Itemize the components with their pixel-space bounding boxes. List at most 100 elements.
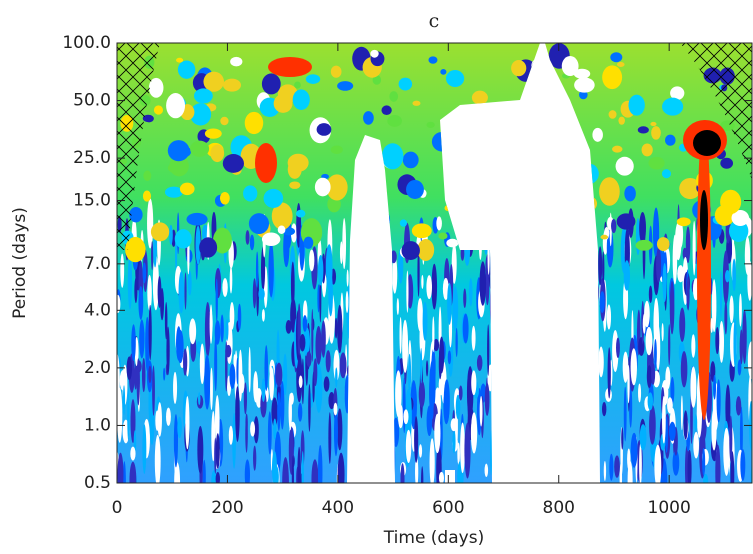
power-texture: [739, 406, 743, 462]
power-texture: [362, 211, 367, 242]
power-texture: [222, 78, 241, 92]
power-texture: [303, 327, 310, 357]
power-texture: [260, 391, 267, 418]
power-texture: [520, 436, 523, 483]
power-texture: [639, 212, 646, 244]
power-texture: [539, 404, 546, 458]
power-texture: [539, 164, 547, 173]
power-texture: [371, 208, 391, 232]
power-texture: [330, 65, 342, 78]
power-texture: [611, 218, 617, 234]
power-texture: [556, 222, 569, 240]
power-texture: [301, 358, 305, 405]
power-texture: [648, 156, 665, 170]
power-texture: [729, 415, 733, 463]
power-texture: [364, 166, 377, 179]
power-texture: [417, 297, 423, 332]
power-texture: [667, 397, 673, 414]
power-texture: [261, 246, 266, 291]
power-texture: [127, 254, 133, 310]
power-texture: [683, 410, 688, 440]
power-texture: [120, 253, 125, 288]
power-texture: [292, 89, 310, 110]
power-texture: [163, 367, 166, 381]
power-texture: [553, 323, 560, 359]
power-texture: [136, 358, 140, 406]
power-texture: [609, 453, 614, 481]
power-texture: [368, 384, 372, 415]
power-texture: [540, 357, 545, 391]
power-texture: [536, 399, 544, 430]
power-texture: [612, 145, 623, 153]
power-texture: [560, 405, 566, 422]
power-texture: [491, 345, 496, 397]
power-texture: [375, 228, 380, 259]
power-texture: [317, 284, 320, 313]
power-texture: [154, 434, 161, 483]
power-texture: [125, 236, 146, 263]
power-texture: [333, 349, 340, 381]
power-texture: [183, 348, 188, 376]
power-texture: [369, 184, 387, 201]
power-texture: [302, 315, 308, 332]
power-texture: [615, 156, 634, 176]
power-texture: [225, 341, 228, 392]
power-texture: [535, 245, 543, 297]
power-texture: [571, 433, 577, 476]
power-texture: [492, 343, 497, 381]
power-texture: [685, 226, 691, 264]
power-texture: [220, 116, 229, 126]
power-texture: [261, 378, 266, 402]
power-texture: [512, 398, 518, 414]
power-texture: [584, 405, 590, 459]
power-texture: [373, 226, 381, 265]
power-texture: [358, 204, 372, 213]
power-texture: [518, 354, 521, 408]
power-texture: [148, 304, 152, 361]
power-texture: [321, 320, 326, 358]
power-texture: [144, 115, 154, 123]
power-texture: [355, 437, 359, 483]
power-texture: [550, 207, 557, 241]
power-texture: [406, 270, 409, 313]
power-texture: [315, 325, 322, 365]
power-texture: [383, 221, 388, 235]
power-texture: [232, 412, 236, 469]
power-texture: [559, 467, 566, 483]
power-texture: [501, 143, 521, 155]
power-texture: [367, 216, 384, 239]
power-texture: [369, 315, 374, 336]
power-texture: [457, 442, 460, 465]
power-texture: [450, 418, 458, 432]
power-texture: [363, 111, 374, 125]
power-texture: [362, 422, 368, 451]
power-texture: [253, 416, 259, 444]
power-texture: [725, 270, 730, 283]
power-texture: [190, 103, 212, 126]
power-texture: [645, 326, 653, 356]
power-texture: [557, 218, 578, 237]
power-texture: [553, 284, 559, 311]
power-texture: [398, 77, 413, 91]
power-texture: [641, 300, 645, 344]
power-texture: [117, 452, 124, 483]
power-texture: [212, 227, 232, 254]
y-tick-label: 4.0: [84, 300, 111, 320]
power-texture: [735, 396, 742, 416]
power-texture: [143, 170, 152, 182]
power-texture: [503, 443, 507, 458]
power-texture: [245, 230, 250, 245]
power-texture: [737, 359, 742, 376]
power-texture: [134, 366, 138, 390]
power-texture: [333, 402, 338, 416]
power-texture: [390, 250, 397, 264]
power-texture: [492, 425, 496, 443]
power-texture: [380, 429, 386, 480]
power-texture: [531, 58, 543, 74]
power-texture: [571, 413, 578, 436]
power-texture: [184, 272, 187, 310]
power-texture: [258, 288, 265, 301]
power-texture: [582, 460, 589, 482]
power-texture: [544, 361, 549, 378]
